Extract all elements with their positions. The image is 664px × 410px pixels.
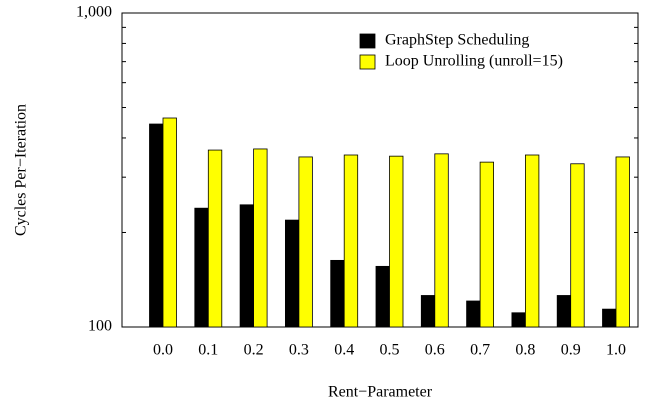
bar — [343, 154, 359, 328]
bar — [556, 295, 572, 328]
x-tick-label: 0.5 — [380, 342, 400, 359]
bar — [434, 153, 449, 328]
legend-swatch — [359, 33, 376, 49]
bar — [298, 156, 313, 328]
x-tick-label: 0.2 — [244, 342, 264, 359]
bar — [615, 156, 630, 328]
x-tick-label: 0.1 — [198, 342, 218, 359]
x-tick-label: 0.0 — [153, 342, 173, 359]
bar — [570, 163, 585, 328]
bar — [330, 259, 345, 328]
bar — [389, 155, 404, 328]
y-tick-label: 100 — [88, 318, 112, 335]
x-tick-label: 0.4 — [334, 342, 354, 359]
x-tick-label: 1.0 — [606, 342, 626, 359]
y-tick-label: 1,000 — [76, 4, 112, 21]
bar — [207, 149, 223, 328]
bar — [194, 207, 209, 328]
bar — [511, 312, 526, 328]
bar — [602, 308, 617, 328]
x-tick-label: 0.3 — [289, 342, 309, 359]
bar — [162, 117, 177, 328]
x-tick-label: 0.7 — [470, 342, 490, 359]
x-tick-label: 0.6 — [425, 342, 445, 359]
bar — [479, 161, 495, 328]
bar — [525, 154, 540, 328]
x-tick-label: 0.8 — [515, 342, 535, 359]
x-tick-label: 0.9 — [561, 342, 581, 359]
legend-swatch — [359, 54, 376, 70]
bar — [466, 300, 481, 328]
bar — [149, 123, 164, 328]
bar — [375, 265, 390, 328]
bar — [253, 148, 268, 328]
bar — [284, 219, 300, 328]
bar — [420, 295, 436, 328]
legend-label: GraphStep Scheduling — [385, 32, 529, 49]
y-axis-label: Cycles Per−Iteration — [13, 104, 30, 236]
x-axis-label: Rent−Parameter — [328, 384, 433, 401]
bar — [239, 204, 255, 328]
legend-label: Loop Unrolling (unroll=15) — [385, 53, 563, 70]
